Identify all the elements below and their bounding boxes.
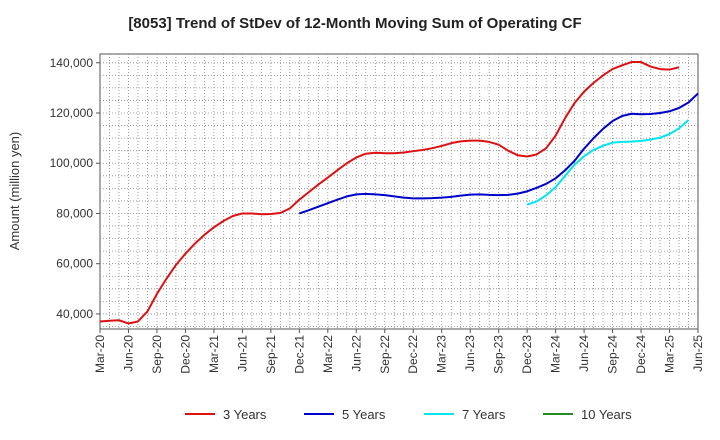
y-tick-label: 80,000 <box>56 206 93 220</box>
legend: 3 Years 5 Years 7 Years 10 Years <box>185 407 632 422</box>
y-tick-label: 40,000 <box>56 307 93 321</box>
legend-label: 3 Years <box>223 407 267 422</box>
x-tick-label: Jun-21 <box>235 335 249 372</box>
x-tick-label: Dec-22 <box>406 335 420 374</box>
x-tick-label: Mar-20 <box>93 335 107 373</box>
x-tick-label: Sep-22 <box>378 335 392 374</box>
x-tick-label: Jun-24 <box>577 335 591 372</box>
x-tick-label: Dec-20 <box>178 335 192 374</box>
y-axis-title: Amount (million yen) <box>7 132 22 251</box>
y-tick-label: 140,000 <box>50 56 94 70</box>
legend-label: 10 Years <box>581 407 632 422</box>
x-tick-label: Dec-23 <box>520 335 534 374</box>
x-tick-label: Mar-24 <box>549 335 563 373</box>
x-tick-label: Jun-23 <box>463 335 477 372</box>
legend-label: 7 Years <box>462 407 506 422</box>
x-tick-label: Sep-23 <box>492 335 506 374</box>
x-tick-label: Dec-24 <box>634 335 648 374</box>
chart-title: [8053] Trend of StDev of 12-Month Moving… <box>128 15 581 32</box>
x-tick-label: Dec-21 <box>292 335 306 374</box>
x-tick-label: Jun-22 <box>349 335 363 372</box>
series-line-7-years <box>526 119 690 206</box>
y-tick-label: 100,000 <box>50 156 94 170</box>
x-tick-label: Sep-24 <box>606 335 620 374</box>
series-lines <box>99 61 699 325</box>
legend-label: 5 Years <box>342 407 386 422</box>
x-tick-label: Sep-20 <box>150 335 164 374</box>
x-tick-label: Mar-23 <box>435 335 449 373</box>
y-tick-label: 120,000 <box>50 106 94 120</box>
x-axis: Mar-20 Jun-20 Sep-20 Dec-20 Mar-21 Jun-21 Sep-… <box>93 329 705 374</box>
plot-area <box>99 53 699 330</box>
x-tick-label: Jun-20 <box>121 335 135 372</box>
y-tick-label: 60,000 <box>56 257 93 271</box>
x-tick-label: Mar-22 <box>321 335 335 373</box>
x-tick-label: Jun-25 <box>691 335 705 372</box>
y-axis: 40,000 60,000 80,000 100,000 120,000 140,000 <box>50 56 100 321</box>
x-tick-label: Mar-21 <box>207 335 221 373</box>
x-tick-label: Sep-21 <box>264 335 278 374</box>
grid-lines <box>100 54 698 329</box>
series-line-3-years <box>99 61 680 325</box>
series-line-5-years <box>299 92 699 215</box>
x-tick-label: Mar-25 <box>663 335 677 373</box>
